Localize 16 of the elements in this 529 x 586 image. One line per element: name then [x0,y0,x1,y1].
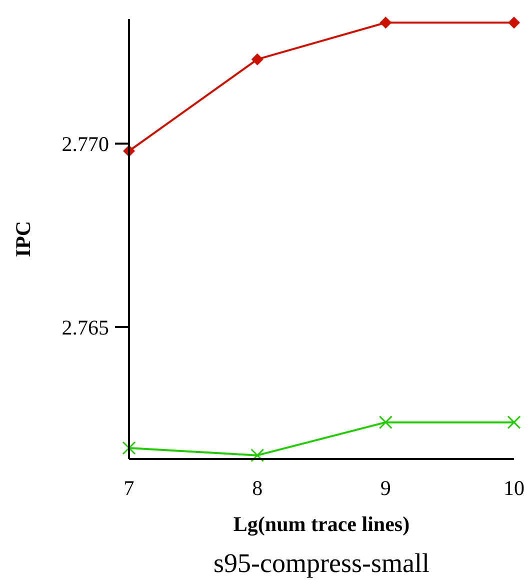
point [378,416,392,430]
point [122,441,136,455]
point [507,416,521,430]
point [380,16,392,29]
x-tick-label: 7 [124,476,134,500]
x-axis-title: Lg(num trace lines) [233,512,410,536]
y-tick-label: 2.770 [62,132,109,156]
x-tick-label: 8 [252,476,263,500]
text: s95-compress-small [214,548,430,578]
point [250,448,264,462]
x-tick-label: 10 [504,476,524,500]
x-tick-label: 9 [380,476,391,500]
y-axis-title: IPC [11,220,35,258]
point [251,53,264,66]
point [508,16,520,29]
y-tick-label: 2.765 [62,315,109,340]
